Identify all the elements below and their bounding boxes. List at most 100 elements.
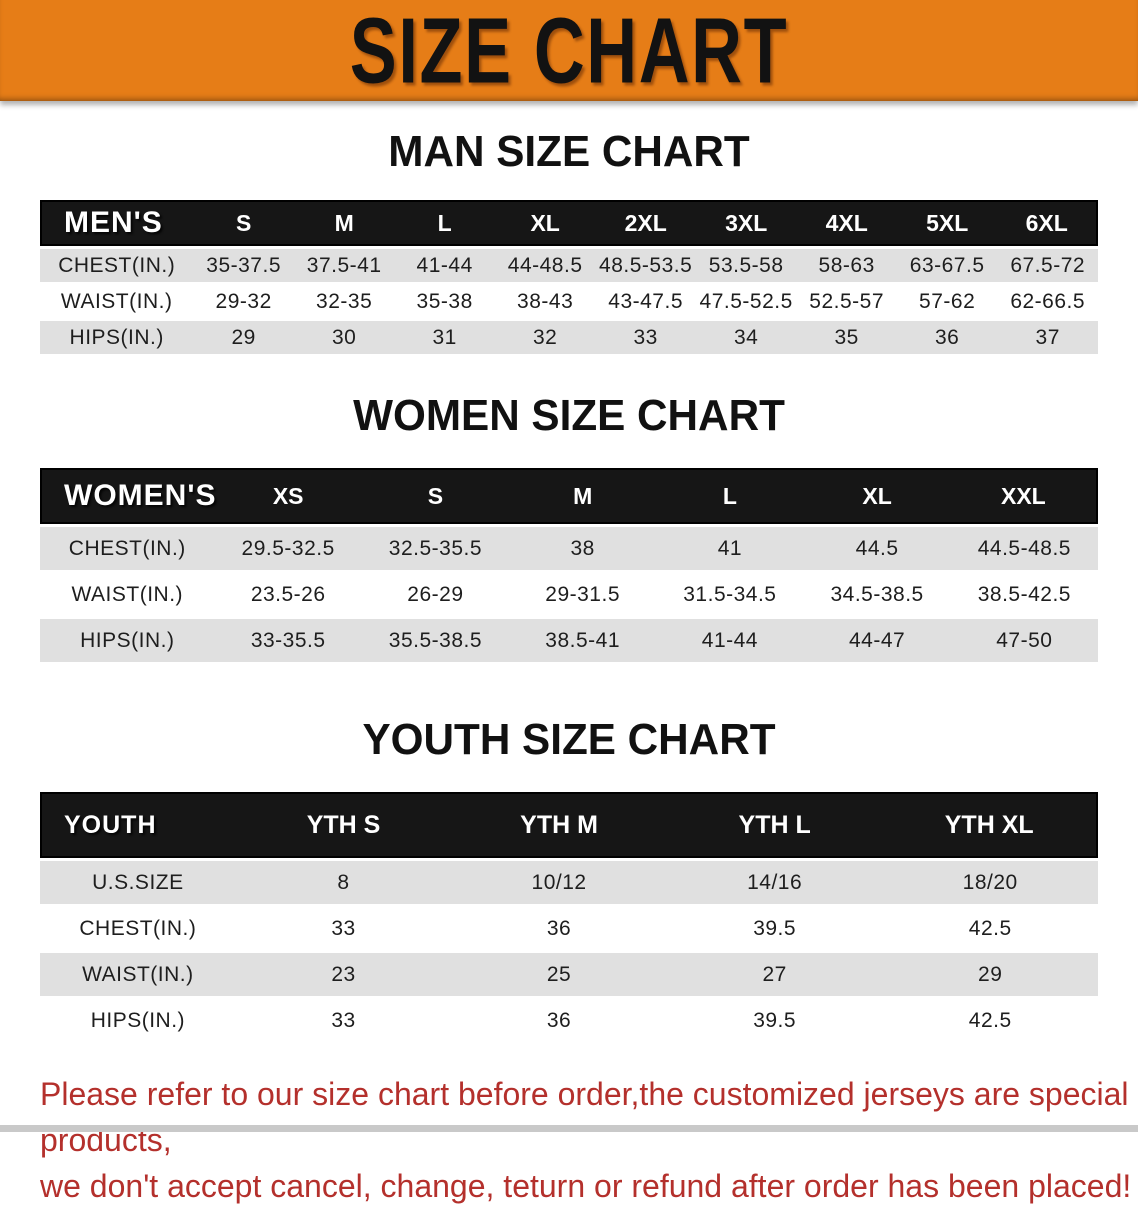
- size-column-header: M: [509, 468, 657, 524]
- measurement-value: 29: [231, 325, 256, 349]
- banner: SIZE CHART: [0, 0, 1138, 103]
- size-column-header: S: [193, 200, 294, 246]
- measurement-label: U.S.SIZE: [92, 870, 184, 894]
- measurement-value: 57-62: [919, 289, 976, 313]
- measurement-value: 29-31.5: [545, 582, 621, 606]
- measurement-value: 44.5: [855, 536, 899, 560]
- sections-container: MAN SIZE CHART MEN'S S M L XL 2XL 3XL 4XL 5XL 6X…: [0, 127, 1138, 1045]
- measurement-value: 41-44: [416, 253, 473, 277]
- section-heading: WOMEN SIZE CHART: [353, 391, 785, 440]
- size-column-header: S: [361, 468, 510, 524]
- size-table-head: YOUTH YTH S YTH M YTH L YTH XL: [40, 792, 1098, 858]
- size-table: WOMEN'S XS S M L XL XXL CHEST(IN.) 29.5-32.5 32…: [40, 465, 1098, 665]
- size-column-header: 5XL: [896, 200, 998, 246]
- measurement-value: 26-29: [407, 582, 464, 606]
- measurement-value: 29.5-32.5: [241, 536, 335, 560]
- measurement-value: 58-63: [818, 253, 875, 277]
- table-header-row: YOUTH YTH S YTH M YTH L YTH XL: [40, 792, 1098, 858]
- measurement-value: 32.5-35.5: [388, 536, 483, 560]
- measurement-value: 43-47.5: [608, 289, 684, 313]
- section-heading: YOUTH SIZE CHART: [362, 715, 776, 764]
- size-column-header: YTH XL: [882, 792, 1098, 858]
- measurement-label: CHEST(IN.): [58, 253, 176, 277]
- size-column-header: 4XL: [796, 200, 897, 246]
- size-column-header: XL: [494, 200, 596, 246]
- measurement-row: WAIST(IN.) 23.5-26 26-29 29-31.5 31.5-34.5 34…: [40, 573, 1098, 616]
- table-header-row: WOMEN'S XS S M L XL XXL: [40, 468, 1098, 524]
- measurement-value: 38.5-42.5: [977, 582, 1071, 606]
- disclaimer-line-2: we don't accept cancel, change, teturn o…: [40, 1168, 1132, 1204]
- measurement-value: 33-35.5: [250, 628, 326, 652]
- measurement-value: 25: [546, 962, 572, 986]
- measurement-value: 33: [633, 325, 658, 349]
- measurement-label: CHEST(IN.): [68, 536, 186, 560]
- size-column-header: XS: [214, 468, 362, 524]
- measurement-value: 39.5: [753, 1008, 797, 1032]
- size-section-men: MAN SIZE CHART MEN'S S M L XL 2XL 3XL 4XL 5XL 6X…: [0, 127, 1138, 357]
- measurement-value: 47-50: [996, 628, 1053, 652]
- measurement-value: 35-37.5: [206, 253, 282, 277]
- measurement-value: 33: [331, 916, 356, 940]
- measurement-value: 36: [934, 325, 960, 349]
- size-column-header: M: [293, 200, 395, 246]
- measurement-label: HIPS(IN.): [69, 325, 164, 349]
- size-column-header: 2XL: [595, 200, 696, 246]
- measurement-row: WAIST(IN.) 23 25 27 29: [40, 953, 1098, 996]
- measurement-value: 52.5-57: [809, 289, 885, 313]
- measurement-value: 62-66.5: [1010, 289, 1086, 313]
- size-table: MEN'S S M L XL 2XL 3XL 4XL 5XL 6XL CHEST(IN.) 35-…: [40, 197, 1098, 357]
- measurement-value: 48.5-53.5: [599, 253, 693, 277]
- disclaimer: Please refer to our size chart before or…: [40, 1071, 1138, 1209]
- measurement-label: HIPS(IN.): [80, 628, 175, 652]
- measurement-value: 32-35: [316, 289, 373, 313]
- measurement-value: 53.5-58: [708, 253, 784, 277]
- table-header-row: MEN'S S M L XL 2XL 3XL 4XL 5XL 6XL: [40, 200, 1098, 246]
- measurement-value: 31: [432, 325, 457, 349]
- size-column-header: L: [394, 200, 495, 246]
- measurement-row: U.S.SIZE 8 10/12 14/16 18/20: [40, 861, 1098, 904]
- size-column-header: XL: [803, 468, 951, 524]
- measurement-value: 35.5-38.5: [388, 628, 483, 652]
- measurement-label: WAIST(IN.): [71, 582, 184, 606]
- measurement-value: 34.5-38.5: [830, 582, 924, 606]
- size-table-body: CHEST(IN.) 35-37.5 37.5-41 41-44 44-48.5 48.5…: [40, 249, 1098, 354]
- measurement-row: CHEST(IN.) 29.5-32.5 32.5-35.5 38 41 44.5 44.5…: [40, 527, 1098, 570]
- measurement-value: 23: [331, 962, 356, 986]
- measurement-value: 18/20: [962, 870, 1018, 894]
- measurement-row: HIPS(IN.) 33 36 39.5 42.5: [40, 999, 1098, 1042]
- measurement-value: 36: [546, 916, 572, 940]
- size-column-header: 6XL: [997, 200, 1098, 246]
- section-heading: MAN SIZE CHART: [388, 127, 750, 176]
- measurement-value: 63-67.5: [909, 253, 985, 277]
- measurement-value: 37: [1035, 325, 1060, 349]
- measurement-value: 37.5-41: [306, 253, 382, 277]
- size-column-header: YTH L: [666, 792, 883, 858]
- size-column-header: 3XL: [695, 200, 797, 246]
- size-column-header: YTH S: [235, 792, 452, 858]
- measurement-value: 23.5-26: [250, 582, 326, 606]
- measurement-value: 30: [331, 325, 357, 349]
- size-section-youth: YOUTH SIZE CHART YOUTH YTH S YTH M YTH L YT…: [0, 715, 1138, 1045]
- size-table: YOUTH YTH S YTH M YTH L YTH XL U.S.SIZE 8 10/…: [40, 789, 1098, 1045]
- size-section-women: WOMEN SIZE CHART WOMEN'S XS S M L XL XXL CHES…: [0, 391, 1138, 665]
- size-column-header: L: [656, 468, 804, 524]
- measurement-value: 38.5-41: [545, 628, 621, 652]
- table-header-label: MEN'S: [40, 200, 194, 246]
- measurement-value: 29: [978, 962, 1003, 986]
- measurement-value: 10/12: [531, 870, 587, 894]
- banner-title: SIZE CHART: [349, 0, 789, 103]
- size-column-header: XXL: [950, 468, 1098, 524]
- measurement-value: 35: [834, 325, 859, 349]
- measurement-value: 35-38: [416, 289, 473, 313]
- measurement-row: CHEST(IN.) 33 36 39.5 42.5: [40, 907, 1098, 950]
- measurement-row: HIPS(IN.) 29 30 31 32 33 34 35 36 37: [40, 321, 1098, 354]
- measurement-value: 44-48.5: [507, 253, 583, 277]
- measurement-value: 34: [733, 325, 759, 349]
- measurement-value: 42.5: [968, 916, 1012, 940]
- measurement-value: 67.5-72: [1010, 253, 1086, 277]
- measurement-label: WAIST(IN.): [60, 289, 173, 313]
- measurement-value: 14/16: [747, 870, 803, 894]
- measurement-row: HIPS(IN.) 33-35.5 35.5-38.5 38.5-41 41-44 44-…: [40, 619, 1098, 662]
- size-table-body: CHEST(IN.) 29.5-32.5 32.5-35.5 38 41 44.5 44.5…: [40, 527, 1098, 662]
